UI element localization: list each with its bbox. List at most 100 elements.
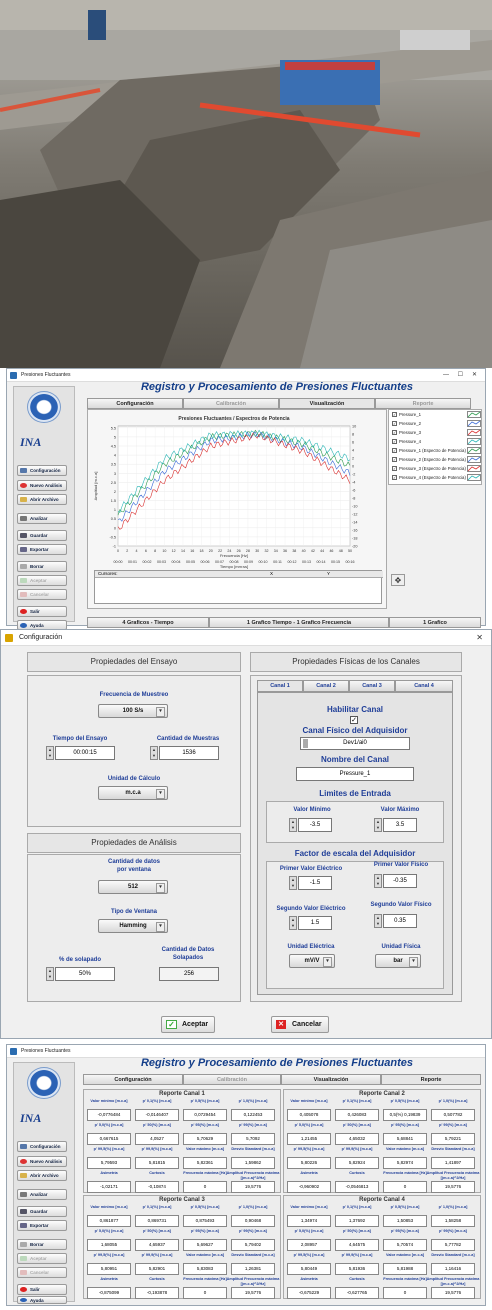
report-cancelar-button[interactable]: Cancelar [17,1267,67,1278]
tab-canal-1[interactable]: Canal 1 [257,680,303,692]
close-icon[interactable]: ✕ [471,372,477,378]
legend-checkbox[interactable]: ✓ [392,412,397,418]
ensayo-title: Propiedades del Ensayo [90,657,178,666]
legend-item[interactable]: ✓ Pressure_2 [392,420,482,428]
report-tab-calibracion[interactable]: Calibración [183,1074,281,1085]
report-borrar-button[interactable]: Borrar [17,1239,67,1250]
legend-item[interactable]: ✓ Pressure_2 (Espectro de Potencia) [392,456,482,464]
config-aceptar-button[interactable]: ✓ Aceptar [161,1016,215,1033]
report-tab-visualizacion[interactable]: Visualización [281,1074,381,1085]
report-aceptar-button[interactable]: Aceptar [17,1253,67,1264]
stat-label: p' 99,9(%) [m.c.a] [141,1253,173,1257]
pvf-spinner[interactable]: ▲ ▼ [374,874,382,888]
pve-input[interactable]: -1.5 [298,876,332,890]
solapado-spinner[interactable]: ▲ ▼ [46,967,54,981]
report-abrir-button[interactable]: Abrir Archivo [17,1170,67,1181]
legend-item[interactable]: ✓ Pressure_1 [392,411,482,419]
habilitar-checkbox[interactable]: ✓ [350,716,358,724]
report-ayuda-button[interactable]: Ayuda [17,1296,67,1304]
min-spinner[interactable]: ▲ ▼ [289,818,297,832]
tab-canal-3[interactable]: Canal 3 [349,680,395,692]
configuracion-button[interactable]: Configuración [17,465,67,476]
report-configuracion-button[interactable]: Configuración [17,1141,67,1152]
nombre-input[interactable]: Pressure_1 [296,767,414,781]
min-input[interactable]: -3.5 [298,818,332,832]
report-nuevo-button[interactable]: Nuevo Análisis [17,1156,67,1167]
report-guardar-button[interactable]: Guardar [17,1206,67,1217]
legend-checkbox[interactable]: ✓ [392,421,397,427]
max-spinner[interactable]: ▲ ▼ [374,818,382,832]
tab-4-graficos[interactable]: 4 Graficos - Tiempo [87,617,209,628]
cursor-move-icon[interactable]: ✥ [391,574,405,586]
report-analizar-button[interactable]: Analizar [17,1189,67,1200]
minimize-icon[interactable]: — [443,372,449,378]
tab-reporte[interactable]: Reporte [375,398,471,409]
legend-checkbox[interactable]: ✓ [392,430,397,436]
abrir-archivo-button[interactable]: Abrir Archivo [17,494,67,505]
tab-visualizacion[interactable]: Visualización [279,398,375,409]
tab-1-grafico[interactable]: 1 Grafico [389,617,481,628]
report-exportar-button[interactable]: Exportar [17,1220,67,1231]
solap-datos-value: 256 [159,967,219,981]
tab-canal-2[interactable]: Canal 2 [303,680,349,692]
max-input[interactable]: 3.5 [383,818,417,832]
salir-button[interactable]: Salir [17,606,67,617]
aceptar-button[interactable]: Aceptar [17,575,67,586]
unidad-select[interactable]: m.c.a [98,786,168,800]
report-tab-configuracion[interactable]: Configuración [83,1074,183,1085]
nuevo-analisis-button[interactable]: Nuevo Análisis [17,480,67,491]
solapado-input[interactable]: 50% [55,967,115,981]
report-salir-button[interactable]: Salir [17,1284,67,1295]
cant-spinner[interactable]: ▲ ▼ [150,746,158,760]
pve-spinner[interactable]: ▲ ▼ [289,876,297,890]
stat-label: p' 0,1(%) [m.c.a] [142,1099,172,1103]
stat-label: Valor mínimo [m.c.a] [290,1205,328,1209]
ue-select[interactable]: mV/V [289,954,335,968]
legend-item[interactable]: ✓ Pressure_1 (Espectro de Potencia) [392,447,482,455]
tiempo-input[interactable]: 00:00:15 [55,746,115,760]
freq-select[interactable]: 100 S/s [98,704,168,718]
legend-item[interactable]: ✓ Pressure_3 [392,429,482,437]
x2-axis-label: Tiempo [mm:ss] [220,564,248,569]
tab-canal-4[interactable]: Canal 4 [395,680,453,692]
legend-checkbox[interactable]: ✓ [392,439,397,445]
legend-checkbox[interactable]: ✓ [392,466,397,472]
cant-input[interactable]: 1536 [159,746,219,760]
pvf-input[interactable]: -0.35 [383,874,417,888]
legend-checkbox[interactable]: ✓ [392,457,397,463]
legend-item[interactable]: ✓ Pressure_3 (Espectro de Potencia) [392,465,482,473]
maximize-icon[interactable]: ☐ [457,372,463,378]
tab-1-grafico-tiempo[interactable]: 1 Grafico Tiempo - 1 Grafico Frecuencia [209,617,389,628]
legend-label: Pressure_4 [399,439,421,444]
legend-item[interactable]: ✓ Pressure_4 (Espectro de Potencia) [392,474,482,482]
svf-spinner[interactable]: ▲ ▼ [374,914,382,928]
report-tab-reporte[interactable]: Reporte [381,1074,481,1085]
uf-select[interactable]: bar [375,954,421,968]
legend-checkbox[interactable]: ✓ [392,448,397,454]
sve-input[interactable]: 1.5 [298,916,332,930]
stat-value: 5,82901 [135,1263,179,1275]
stat-value: 2,08957 [287,1239,331,1251]
cancelar-button[interactable]: Cancelar [17,589,67,600]
tiempo-spinner[interactable]: ▲ ▼ [46,746,54,760]
fisico-select[interactable]: Dev1/ai0 [300,737,410,750]
config-cancelar-button[interactable]: ✕ Cancelar [271,1016,329,1033]
tab-configuracion[interactable]: Configuración [87,398,183,409]
stat-label: p' 50(%) [m.c.a] [143,1229,171,1233]
exportar-button[interactable]: Exportar [17,544,67,555]
stat-label: p' 99,5(%) [m.c.a] [293,1253,325,1257]
legend-checkbox[interactable]: ✓ [392,475,397,481]
svf-input[interactable]: 0.35 [383,914,417,928]
sve-spinner[interactable]: ▲ ▼ [289,916,297,930]
borrar-button[interactable]: Borrar [17,561,67,572]
x2-tick-label: 00:10 [259,560,268,564]
tab-calibracion[interactable]: Calibración [183,398,279,409]
legend-item[interactable]: ✓ Pressure_4 [392,438,482,446]
guardar-button[interactable]: Guardar [17,530,67,541]
ventana-select[interactable]: Hamming [98,919,168,933]
analizar-button[interactable]: Analizar [17,513,67,524]
config-close-icon[interactable]: ✕ [476,633,483,642]
config-window-title: Configuración [19,634,63,641]
legend-swatch [467,429,481,436]
datos-select[interactable]: 512 [98,880,168,894]
